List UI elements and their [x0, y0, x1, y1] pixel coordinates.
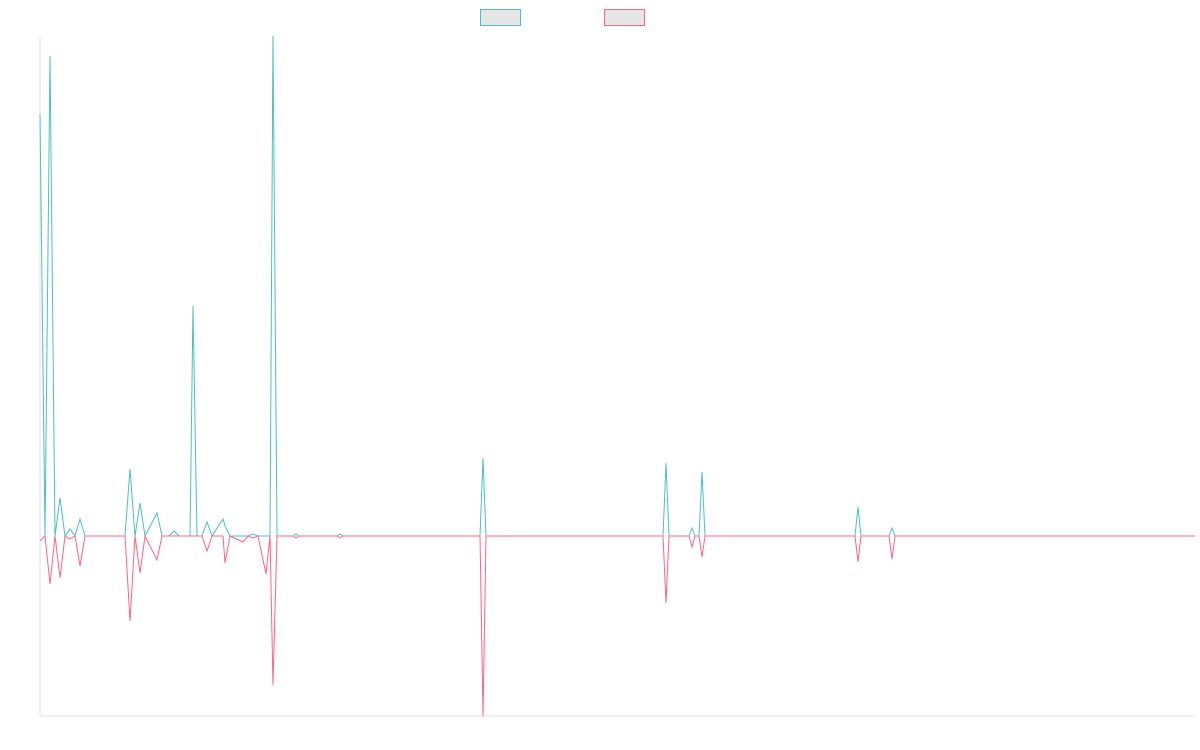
- series-line: [39, 534, 1195, 717]
- legend-swatch: [604, 9, 645, 26]
- series-line: [39, 35, 1195, 538]
- legend-swatch: [480, 9, 521, 26]
